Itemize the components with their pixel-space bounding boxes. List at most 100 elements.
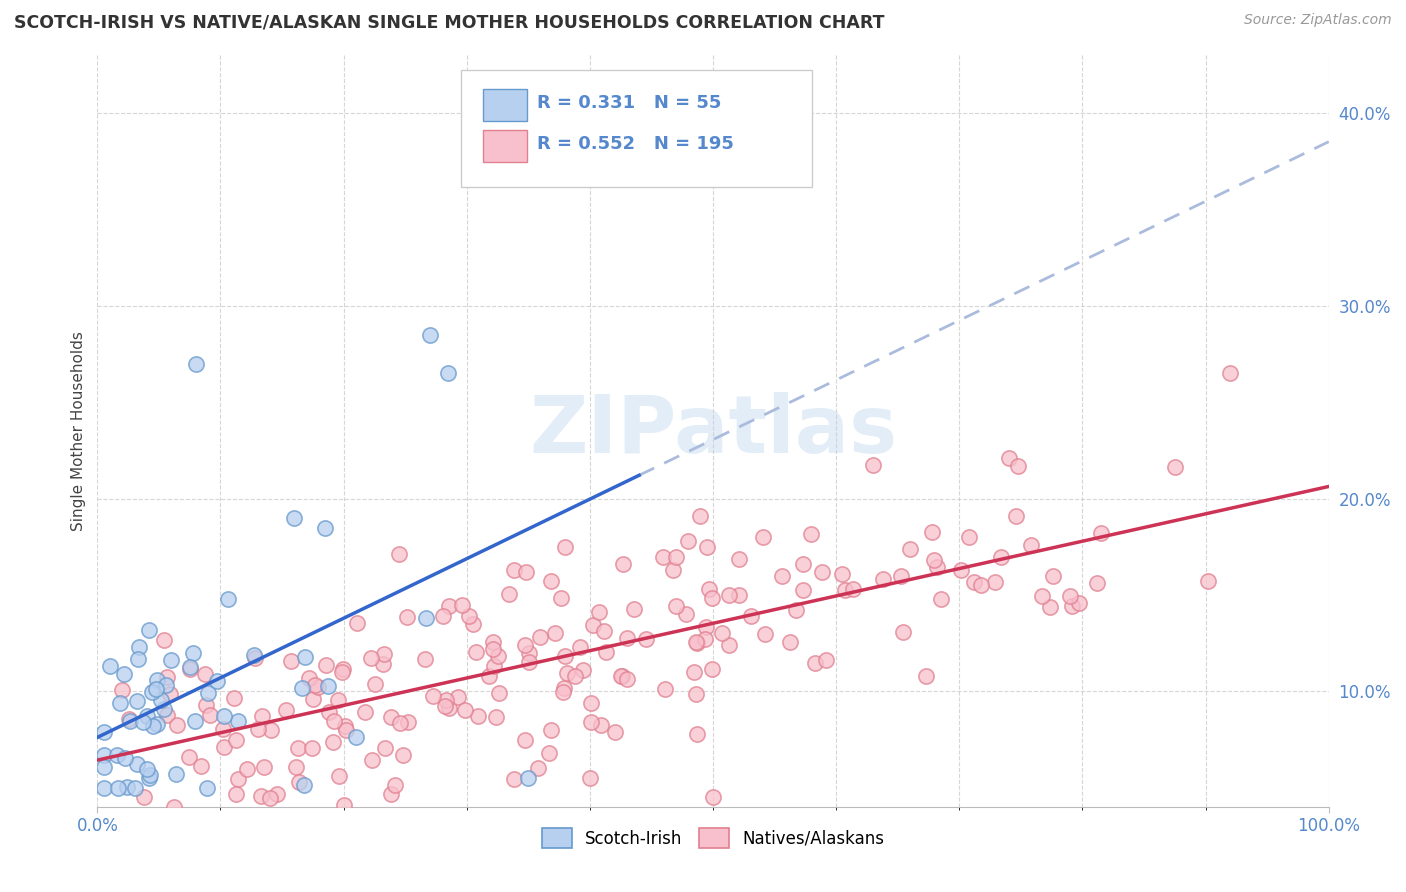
- Natives/Alaskans: [287, 741, 309, 756]
- Scotch-Irish: [181, 646, 204, 660]
- Natives/Alaskans: [612, 557, 634, 571]
- Natives/Alaskans: [693, 632, 716, 647]
- Natives/Alaskans: [360, 651, 382, 665]
- Scotch-Irish: [344, 730, 367, 744]
- Natives/Alaskans: [683, 665, 706, 679]
- Natives/Alaskans: [454, 703, 477, 717]
- Scotch-Irish: [166, 767, 188, 781]
- Natives/Alaskans: [1197, 574, 1219, 589]
- Natives/Alaskans: [544, 626, 567, 640]
- Natives/Alaskans: [333, 719, 356, 733]
- Natives/Alaskans: [179, 662, 201, 676]
- Natives/Alaskans: [498, 587, 520, 601]
- Natives/Alaskans: [792, 582, 814, 597]
- Natives/Alaskans: [384, 778, 406, 792]
- Natives/Alaskans: [517, 646, 540, 660]
- Natives/Alaskans: [1090, 526, 1112, 541]
- Natives/Alaskans: [676, 534, 699, 549]
- Natives/Alaskans: [623, 601, 645, 615]
- Scotch-Irish: [243, 648, 266, 662]
- Natives/Alaskans: [1060, 599, 1083, 613]
- Scotch-Irish: [112, 667, 135, 681]
- Natives/Alaskans: [513, 732, 536, 747]
- Natives/Alaskans: [225, 787, 247, 801]
- Natives/Alaskans: [554, 648, 576, 663]
- Natives/Alaskans: [616, 672, 638, 686]
- Natives/Alaskans: [1019, 538, 1042, 552]
- Natives/Alaskans: [990, 549, 1012, 564]
- Natives/Alaskans: [588, 605, 610, 619]
- Scotch-Irish: [195, 780, 218, 795]
- Natives/Alaskans: [581, 714, 603, 729]
- Natives/Alaskans: [557, 666, 579, 681]
- Natives/Alaskans: [502, 772, 524, 786]
- Natives/Alaskans: [328, 693, 350, 707]
- Natives/Alaskans: [569, 640, 592, 654]
- Natives/Alaskans: [274, 703, 297, 717]
- Natives/Alaskans: [717, 638, 740, 652]
- Natives/Alaskans: [198, 708, 221, 723]
- Natives/Alaskans: [612, 669, 634, 683]
- Scotch-Irish: [93, 747, 115, 762]
- Scotch-Irish: [136, 708, 159, 723]
- Natives/Alaskans: [380, 788, 402, 802]
- Natives/Alaskans: [689, 508, 711, 523]
- Natives/Alaskans: [513, 638, 536, 652]
- Natives/Alaskans: [190, 758, 212, 772]
- Scotch-Irish: [127, 693, 149, 707]
- Natives/Alaskans: [696, 541, 718, 555]
- Scotch-Irish: [292, 778, 315, 792]
- Natives/Alaskans: [457, 608, 479, 623]
- Natives/Alaskans: [831, 566, 853, 581]
- Natives/Alaskans: [360, 753, 382, 767]
- Natives/Alaskans: [702, 662, 724, 676]
- Natives/Alaskans: [346, 615, 368, 630]
- Text: R = 0.331   N = 55: R = 0.331 N = 55: [537, 94, 721, 112]
- Natives/Alaskans: [785, 602, 807, 616]
- Scotch-Irish: [517, 771, 540, 785]
- Natives/Alaskans: [437, 599, 460, 614]
- Natives/Alaskans: [792, 557, 814, 571]
- Natives/Alaskans: [685, 687, 707, 701]
- Scotch-Irish: [184, 714, 207, 729]
- Natives/Alaskans: [111, 683, 134, 698]
- Natives/Alaskans: [610, 669, 633, 683]
- Scotch-Irish: [105, 747, 128, 762]
- Natives/Alaskans: [214, 739, 236, 754]
- Natives/Alaskans: [332, 662, 354, 676]
- Natives/Alaskans: [540, 723, 562, 737]
- Text: ZIPatlas: ZIPatlas: [529, 392, 897, 470]
- Scotch-Irish: [107, 780, 129, 795]
- Natives/Alaskans: [963, 575, 986, 590]
- Scotch-Irish: [138, 623, 160, 637]
- Natives/Alaskans: [395, 610, 418, 624]
- Natives/Alaskans: [236, 762, 259, 776]
- Natives/Alaskans: [364, 676, 387, 690]
- Text: SCOTCH-IRISH VS NATIVE/ALASKAN SINGLE MOTHER HOUSEHOLDS CORRELATION CHART: SCOTCH-IRISH VS NATIVE/ALASKAN SINGLE MO…: [14, 13, 884, 31]
- Natives/Alaskans: [250, 789, 273, 803]
- Natives/Alaskans: [226, 772, 249, 787]
- Natives/Alaskans: [898, 542, 921, 557]
- Natives/Alaskans: [285, 760, 308, 774]
- Scotch-Irish: [128, 640, 150, 654]
- Scotch-Irish: [93, 780, 115, 795]
- Natives/Alaskans: [915, 669, 938, 683]
- Natives/Alaskans: [984, 574, 1007, 589]
- Natives/Alaskans: [754, 627, 776, 641]
- Scotch-Irish: [93, 760, 115, 774]
- Natives/Alaskans: [718, 588, 741, 602]
- Natives/Alaskans: [553, 684, 575, 698]
- FancyBboxPatch shape: [482, 130, 527, 162]
- Scotch-Irish: [159, 652, 181, 666]
- Scotch-Irish: [145, 682, 167, 697]
- Natives/Alaskans: [1004, 508, 1026, 523]
- Natives/Alaskans: [304, 678, 326, 692]
- Natives/Alaskans: [422, 689, 444, 703]
- Natives/Alaskans: [1039, 600, 1062, 615]
- Natives/Alaskans: [685, 635, 707, 649]
- Natives/Alaskans: [1007, 458, 1029, 473]
- Natives/Alaskans: [1042, 569, 1064, 583]
- Natives/Alaskans: [302, 691, 325, 706]
- Scotch-Irish: [127, 651, 149, 665]
- Natives/Alaskans: [804, 656, 827, 670]
